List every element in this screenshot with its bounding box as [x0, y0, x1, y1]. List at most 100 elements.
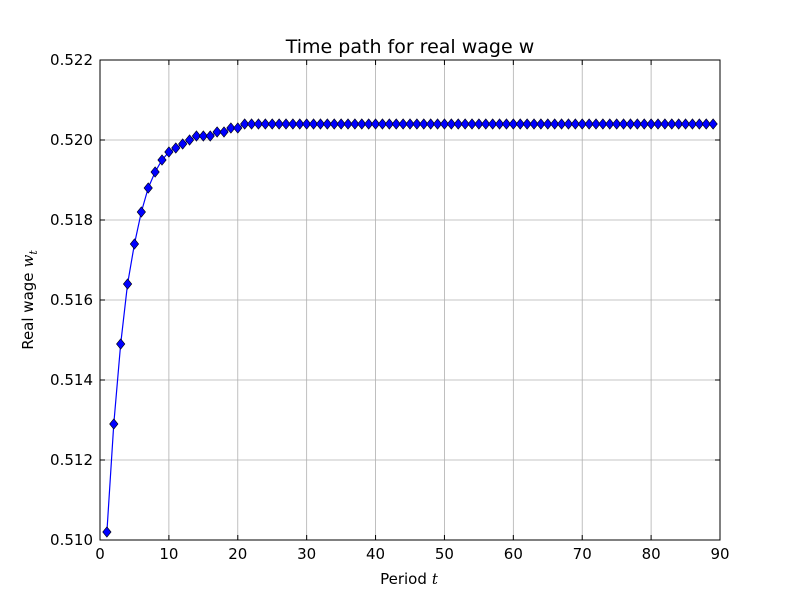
data-point-marker [584, 118, 594, 130]
data-point-marker [219, 126, 229, 138]
data-point-marker [515, 118, 525, 130]
data-point-marker [501, 118, 512, 130]
data-point-marker [667, 118, 677, 130]
data-point-marker [467, 118, 477, 130]
data-point-marker [302, 118, 312, 130]
data-point-marker [164, 146, 174, 158]
data-point-marker [591, 118, 601, 130]
data-point-marker [674, 118, 684, 130]
data-point-marker [246, 118, 257, 130]
data-point-marker [556, 118, 567, 130]
x-tick-label: 80 [642, 545, 661, 563]
x-tick-label: 30 [297, 545, 316, 563]
data-point-marker [281, 118, 291, 130]
x-tick-label: 10 [159, 545, 178, 563]
data-point-marker [639, 118, 649, 130]
data-point-marker [432, 118, 443, 130]
data-point-marker [233, 122, 243, 134]
data-point-marker [460, 118, 470, 130]
data-point-marker [563, 118, 574, 130]
data-point-marker [398, 118, 408, 130]
data-point-marker [336, 118, 346, 130]
data-point-marker [384, 118, 394, 130]
chart-title: Time path for real wage w [285, 36, 535, 58]
data-point-marker [178, 138, 188, 150]
data-point-marker [646, 118, 656, 130]
data-point-marker [122, 278, 133, 290]
x-tick-label: 60 [504, 545, 523, 563]
data-point-marker [377, 118, 388, 130]
data-point-marker [687, 118, 698, 130]
data-point-marker [680, 118, 691, 130]
data-point-marker [494, 118, 505, 130]
x-axis-label: Period t [380, 570, 439, 588]
data-point-marker [308, 118, 319, 130]
data-point-marker [329, 118, 339, 130]
y-tick-label: 0.514 [50, 371, 93, 389]
data-point-marker [419, 118, 429, 130]
x-tick-label: 50 [435, 545, 454, 563]
data-point-marker [357, 118, 367, 130]
data-point-marker [240, 118, 250, 130]
data-point-marker [612, 118, 622, 130]
y-tick-label: 0.510 [50, 531, 93, 549]
series-markers [102, 118, 718, 538]
y-tick-labels: 0.510 0.512 0.514 0.516 0.518 0.520 0.522 [50, 51, 93, 549]
data-point-marker [116, 338, 126, 350]
y-tick-label: 0.518 [50, 211, 93, 229]
data-point-marker [577, 118, 587, 130]
data-point-marker [136, 206, 146, 218]
data-point-marker [102, 526, 112, 538]
data-point-marker [708, 118, 718, 130]
data-point-marker [129, 238, 140, 250]
data-point-marker [660, 118, 670, 130]
data-point-marker [529, 118, 539, 130]
y-axis-label-subscript: t [27, 250, 40, 255]
axis-ticks [99, 59, 721, 541]
data-point-marker [157, 154, 167, 166]
data-point-marker [226, 122, 236, 134]
data-point-marker [453, 118, 463, 130]
data-point-marker [267, 118, 277, 130]
data-point-marker [598, 118, 608, 130]
data-point-marker [701, 118, 711, 130]
data-point-marker [543, 118, 553, 130]
data-point-marker [488, 118, 498, 130]
data-point-marker [391, 118, 401, 130]
x-tick-label: 0 [95, 545, 105, 563]
data-point-marker [288, 118, 298, 130]
data-point-marker [653, 118, 663, 130]
data-point-marker [322, 118, 332, 130]
y-tick-label: 0.520 [50, 131, 93, 149]
data-point-marker [694, 118, 704, 130]
data-point-marker [370, 118, 381, 130]
data-point-marker [605, 118, 615, 130]
x-tick-label: 20 [228, 545, 247, 563]
data-point-marker [570, 118, 580, 130]
y-tick-label: 0.512 [50, 451, 93, 469]
data-point-marker [205, 130, 215, 142]
y-tick-label: 0.522 [50, 51, 93, 69]
y-axis-label: Real wage wt [19, 250, 40, 350]
data-point-marker [109, 418, 119, 430]
x-tick-label: 90 [710, 545, 729, 563]
data-point-marker [508, 118, 518, 130]
x-tick-labels: 0 10 20 30 40 50 60 70 80 90 [95, 545, 729, 563]
data-point-marker [481, 118, 491, 130]
data-point-marker [412, 118, 422, 130]
data-point-marker [150, 166, 160, 178]
data-point-marker [171, 142, 181, 154]
data-point-marker [143, 182, 153, 194]
data-point-marker [253, 118, 264, 130]
data-point-marker [212, 126, 222, 138]
x-tick-label: 70 [573, 545, 592, 563]
data-point-marker [536, 118, 546, 130]
data-point-marker [405, 118, 415, 130]
y-tick-label: 0.516 [50, 291, 93, 309]
data-point-marker [274, 118, 284, 130]
data-point-marker [550, 118, 560, 130]
x-axis-label-text: Period [380, 570, 427, 588]
data-point-marker [446, 118, 456, 130]
data-point-marker [350, 118, 360, 130]
